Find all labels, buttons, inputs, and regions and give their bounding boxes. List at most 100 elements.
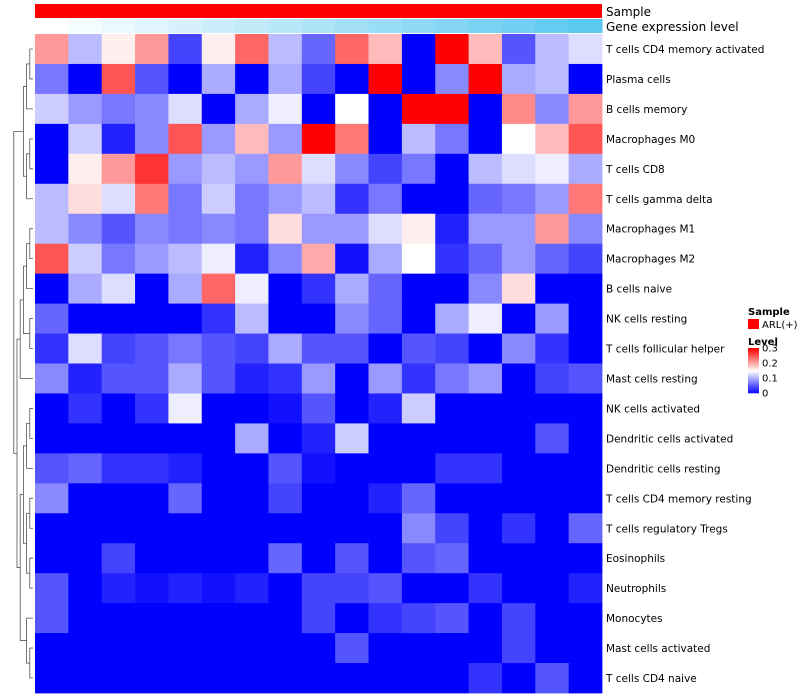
heatmap-cell bbox=[435, 423, 469, 454]
row-label: T cells CD4 naive bbox=[605, 673, 697, 685]
dendrogram-branch bbox=[29, 138, 33, 170]
legend-color-step bbox=[748, 363, 759, 366]
heatmap-cell bbox=[268, 543, 303, 574]
legend-color-step bbox=[748, 372, 759, 375]
legend-color-step bbox=[748, 367, 759, 369]
heatmap-cell bbox=[101, 393, 136, 424]
dendrogram-branch bbox=[23, 86, 27, 177]
heatmap-cell bbox=[301, 603, 336, 634]
heatmap-cell bbox=[335, 273, 369, 304]
heatmap-cell bbox=[301, 363, 336, 394]
heatmap-cell bbox=[101, 603, 136, 634]
heatmap-cell bbox=[501, 663, 536, 694]
heatmap-cell bbox=[235, 93, 269, 125]
heatmap-cell bbox=[401, 543, 436, 574]
legend-color-step bbox=[748, 368, 759, 370]
legend-color-step bbox=[748, 351, 759, 353]
heatmap-cell bbox=[501, 303, 536, 334]
heatmap-cell bbox=[468, 603, 503, 634]
legend-color-step bbox=[748, 386, 759, 388]
expression-annotation-cell bbox=[301, 19, 336, 33]
heatmap-cell bbox=[68, 543, 103, 574]
heatmap-cell bbox=[468, 333, 503, 364]
heatmap-cell bbox=[35, 333, 69, 364]
heatmap-cell bbox=[135, 123, 169, 155]
heatmap-cell bbox=[435, 393, 469, 424]
heatmap-cell bbox=[335, 153, 369, 185]
heatmap-cell bbox=[301, 93, 336, 125]
row-label: Macrophages M2 bbox=[606, 254, 695, 266]
expression-annotation-cell bbox=[401, 19, 436, 33]
row-label: T cells follicular helper bbox=[605, 344, 725, 356]
heatmap-cell bbox=[468, 513, 503, 544]
heatmap-cell bbox=[368, 183, 403, 215]
legend-color-step bbox=[748, 380, 759, 383]
heatmap-cell bbox=[368, 603, 403, 634]
heatmap-cell bbox=[268, 633, 303, 664]
heatmap-cell bbox=[268, 93, 303, 125]
heatmap-cell bbox=[401, 153, 436, 185]
heatmap-cell bbox=[268, 183, 303, 215]
heatmap-cell bbox=[101, 273, 136, 304]
heatmap-cell bbox=[568, 663, 603, 694]
heatmap-cell bbox=[68, 93, 103, 125]
heatmap-cell bbox=[135, 483, 169, 514]
row-label: NK cells resting bbox=[606, 314, 687, 326]
heatmap-cell bbox=[468, 303, 503, 334]
legend-color-step bbox=[748, 376, 759, 378]
heatmap-cell bbox=[101, 34, 136, 65]
heatmap-cell bbox=[201, 573, 236, 604]
heatmap-cell bbox=[401, 123, 436, 155]
heatmap-cell bbox=[435, 303, 469, 334]
heatmap-cell bbox=[535, 663, 570, 694]
heatmap-cell bbox=[101, 93, 136, 125]
heatmap-cell bbox=[501, 543, 536, 574]
heatmap-cell bbox=[335, 363, 369, 394]
heatmap-cell bbox=[335, 63, 369, 95]
dendrogram-branch bbox=[29, 497, 33, 529]
heatmap-cell bbox=[568, 513, 603, 544]
heatmap-cell bbox=[368, 363, 403, 394]
heatmap-cell bbox=[435, 573, 469, 604]
heatmap-cell bbox=[68, 513, 103, 544]
heatmap-cell bbox=[35, 63, 69, 95]
heatmap-cell bbox=[401, 423, 436, 454]
heatmap-cell bbox=[35, 513, 69, 544]
heatmap-cell bbox=[435, 183, 469, 215]
heatmap-cell bbox=[335, 93, 369, 125]
heatmap-cell bbox=[235, 603, 269, 634]
heatmap-cell bbox=[35, 663, 69, 694]
heatmap-cell bbox=[35, 303, 69, 334]
row-label: Macrophages M1 bbox=[606, 224, 695, 236]
heatmap-cell bbox=[468, 543, 503, 574]
heatmap-cell bbox=[401, 273, 436, 304]
dendrogram-branch bbox=[29, 647, 33, 679]
heatmap-cell bbox=[101, 123, 136, 155]
heatmap-cell bbox=[68, 213, 103, 245]
heatmap-cell bbox=[535, 243, 570, 275]
heatmap-cell bbox=[68, 153, 103, 185]
heatmap-cell bbox=[501, 243, 536, 275]
heatmap-cell bbox=[568, 183, 603, 215]
heatmap-cell bbox=[568, 573, 603, 604]
heatmap-cell bbox=[68, 273, 103, 304]
heatmap-cell bbox=[135, 273, 169, 304]
heatmap-cell bbox=[35, 183, 69, 215]
heatmap-cell bbox=[168, 183, 203, 215]
heatmap-cell bbox=[535, 303, 570, 334]
heatmap-cell bbox=[435, 663, 469, 694]
heatmap-cell bbox=[468, 243, 503, 275]
heatmap-cell bbox=[335, 243, 369, 275]
heatmap-cell bbox=[535, 93, 570, 125]
heatmap-cell bbox=[135, 513, 169, 544]
heatmap-cell bbox=[401, 603, 436, 634]
heatmap-cell bbox=[168, 273, 203, 304]
legend-color-step bbox=[748, 390, 759, 393]
legend-color-step bbox=[748, 350, 759, 352]
heatmap-cell bbox=[35, 543, 69, 574]
heatmap-cell bbox=[201, 273, 236, 304]
heatmap-cell bbox=[101, 333, 136, 364]
heatmap-cell bbox=[135, 543, 169, 574]
row-label: B cells naive bbox=[606, 284, 672, 296]
legend-color-step bbox=[748, 360, 759, 362]
